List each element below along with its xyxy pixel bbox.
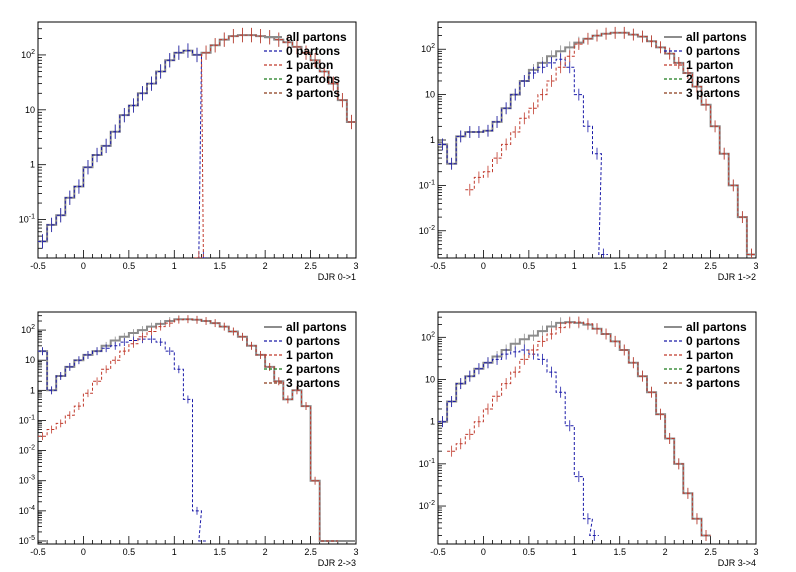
- y-tick-label: 1: [430, 135, 435, 145]
- y-tick-label: 1: [30, 385, 35, 395]
- x-tick-label: 3: [353, 261, 358, 271]
- x-tick-label: 1.5: [213, 261, 226, 271]
- x-tick-label: 0.5: [523, 547, 536, 557]
- x-axis-title: DJR 1->2: [718, 272, 756, 282]
- x-tick-label: -0.5: [30, 261, 46, 271]
- legend-label-p2: 2 partons: [686, 72, 740, 86]
- y-tick-label: 10-2: [419, 500, 435, 511]
- plot-frame: [37, 311, 357, 545]
- series-line-p0: [38, 50, 208, 258]
- y-tick-label: 10-5: [19, 535, 35, 546]
- x-tick-label: 0.5: [123, 547, 136, 557]
- y-tick-label: 10-2: [419, 225, 435, 236]
- legend-label-p3: 3 partons: [286, 86, 340, 100]
- x-tick-label: 2: [263, 261, 268, 271]
- y-tick-label: 102: [421, 331, 435, 342]
- x-tick-label: 1: [572, 547, 577, 557]
- series-line-p1: [465, 32, 756, 255]
- x-tick-label: 1: [572, 261, 577, 271]
- y-tick-label: 102: [21, 324, 35, 335]
- x-tick-label: 2.5: [304, 261, 317, 271]
- legend-label-p0: 0 partons: [286, 44, 340, 58]
- y-tick-label: 1: [30, 160, 35, 170]
- x-tick-label: 2: [663, 261, 668, 271]
- legend-label-p2: 2 partons: [286, 362, 340, 376]
- x-tick-label: 0: [481, 261, 486, 271]
- x-axis-title: DJR 2->3: [318, 558, 356, 568]
- x-tick-label: 2.5: [704, 261, 717, 271]
- legend-label-p3: 3 partons: [686, 86, 740, 100]
- y-tick-label: 10-1: [419, 179, 435, 190]
- x-tick-label: 3: [353, 547, 358, 557]
- y-tick-label: 10: [25, 355, 35, 365]
- x-tick-label: 1: [172, 547, 177, 557]
- legend-label-all: all partons: [286, 30, 347, 44]
- legend-label-p3: 3 partons: [686, 376, 740, 390]
- x-axis-title: DJR 3->4: [718, 558, 756, 568]
- series-line-p1: [38, 318, 338, 542]
- x-tick-label: 1.5: [213, 547, 226, 557]
- legend-label-p0: 0 partons: [286, 334, 340, 348]
- legend-label-p1: 1 parton: [286, 348, 333, 362]
- legend-label-p1: 1 parton: [686, 348, 733, 362]
- x-tick-label: 3: [753, 547, 758, 557]
- x-tick-label: 2: [663, 547, 668, 557]
- series-line-p0: [438, 58, 608, 255]
- x-axis-title: DJR 0->1: [318, 272, 356, 282]
- legend-label-p2: 2 partons: [286, 72, 340, 86]
- y-tick-label: 10-2: [19, 445, 35, 456]
- x-tick-label: 1: [172, 261, 177, 271]
- x-tick-label: 2.5: [704, 547, 717, 557]
- y-tick-label: 10: [425, 374, 435, 384]
- y-tick-label: 102: [21, 49, 35, 60]
- y-tick-label: 10-1: [19, 214, 35, 225]
- y-tick-label: 10-3: [19, 475, 35, 486]
- x-tick-label: 0.5: [123, 261, 136, 271]
- legend-label-all: all partons: [286, 320, 347, 334]
- x-tick-label: 0.5: [523, 261, 536, 271]
- y-tick-label: 102: [421, 43, 435, 54]
- x-tick-label: 0: [81, 261, 86, 271]
- y-tick-label: 10-4: [19, 505, 35, 516]
- legend-label-p0: 0 partons: [686, 334, 740, 348]
- series-line-p0: [38, 338, 208, 542]
- x-tick-label: -0.5: [30, 547, 46, 557]
- x-tick-label: 3: [753, 261, 758, 271]
- legend-label-all: all partons: [686, 30, 747, 44]
- x-tick-label: -0.5: [430, 547, 446, 557]
- x-tick-label: 2: [263, 547, 268, 557]
- x-tick-label: 1.5: [613, 261, 626, 271]
- y-tick-label: 1: [430, 417, 435, 427]
- series-line-p1: [447, 321, 711, 536]
- y-tick-label: 10-1: [419, 458, 435, 469]
- legend-label-all: all partons: [686, 320, 747, 334]
- legend-label-p1: 1 parton: [686, 58, 733, 72]
- series-line-p0: [438, 349, 599, 536]
- legend-label-p1: 1 parton: [286, 58, 333, 72]
- x-tick-label: 0: [481, 547, 486, 557]
- legend-label-p3: 3 partons: [286, 376, 340, 390]
- y-tick-label: 10-1: [19, 414, 35, 425]
- y-tick-label: 10: [25, 105, 35, 115]
- y-tick-label: 10: [425, 90, 435, 100]
- x-tick-label: 1.5: [613, 547, 626, 557]
- legend-label-p0: 0 partons: [686, 44, 740, 58]
- legend-label-p2: 2 partons: [686, 362, 740, 376]
- x-tick-label: -0.5: [430, 261, 446, 271]
- x-tick-label: 0: [81, 547, 86, 557]
- x-tick-label: 2.5: [304, 547, 317, 557]
